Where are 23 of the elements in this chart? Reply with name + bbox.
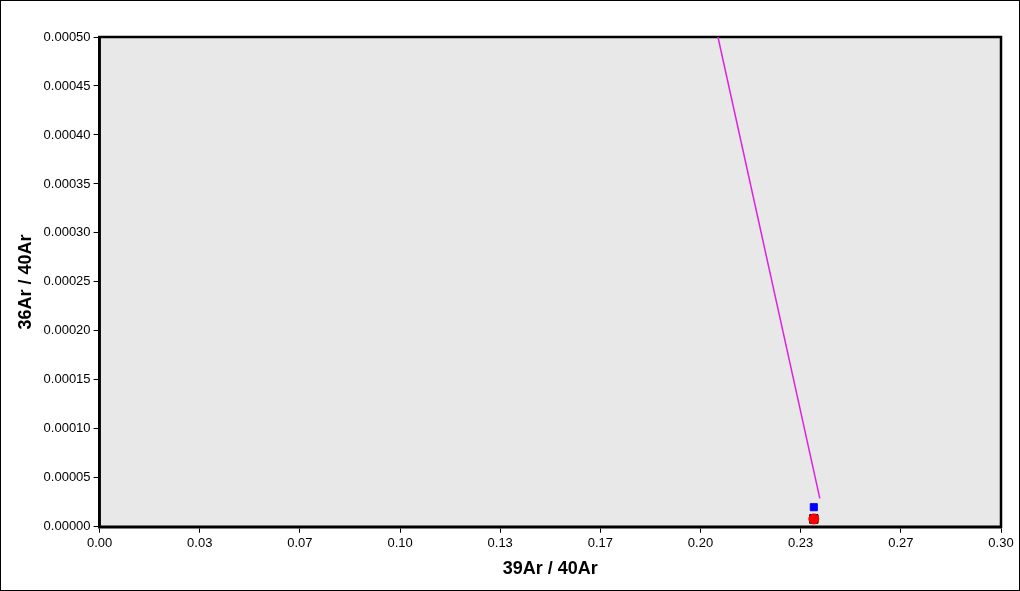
y-tick-label: 0.00025 bbox=[43, 273, 91, 289]
y-tick-label: 0.00030 bbox=[43, 224, 91, 240]
y-tick-label: 0.00035 bbox=[43, 175, 91, 191]
y-tick-label: 0.00020 bbox=[43, 322, 91, 338]
x-tick-label: 0.23 bbox=[788, 535, 814, 551]
y-tick-label: 0.00040 bbox=[43, 126, 91, 142]
y-axis-title: 36Ar / 40Ar bbox=[14, 234, 35, 330]
y-tick-label: 0.00000 bbox=[43, 518, 91, 534]
y-tick-label: 0.00050 bbox=[43, 28, 91, 44]
x-tick-label: 0.00 bbox=[86, 535, 113, 551]
x-tick-label: 0.17 bbox=[587, 535, 614, 551]
x-tick-label: 0.20 bbox=[687, 535, 714, 551]
y-tick-label: 0.00005 bbox=[43, 469, 91, 485]
y-tick-label: 0.00045 bbox=[43, 77, 91, 93]
x-tick-label: 0.03 bbox=[187, 535, 213, 551]
x-tick-label: 0.10 bbox=[387, 535, 413, 551]
x-tick-label: 0.13 bbox=[487, 535, 513, 551]
x-axis-title: 39Ar / 40Ar bbox=[502, 558, 598, 579]
x-tick-label: 0.27 bbox=[888, 535, 914, 551]
y-tick-label: 0.00015 bbox=[43, 371, 91, 387]
y-tick-label: 0.00010 bbox=[43, 420, 91, 436]
x-tick-label: 0.30 bbox=[988, 535, 1014, 551]
x-tick-label: 0.07 bbox=[287, 535, 313, 551]
